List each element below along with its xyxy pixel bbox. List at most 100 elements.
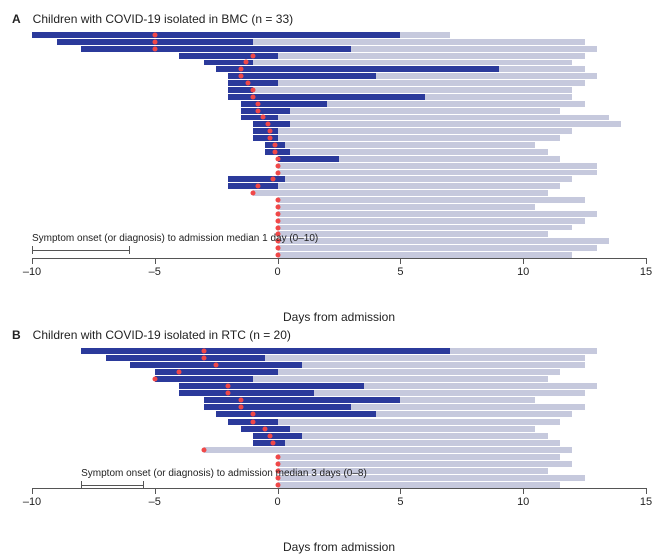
bar-row bbox=[32, 156, 646, 162]
bar-dark bbox=[228, 183, 277, 189]
bar-light bbox=[278, 183, 560, 189]
marker-dot bbox=[255, 108, 260, 113]
marker-dot bbox=[251, 419, 256, 424]
bar-light bbox=[351, 46, 597, 52]
bar-light bbox=[278, 461, 573, 467]
bar-light bbox=[253, 190, 548, 196]
marker-dot bbox=[201, 447, 206, 452]
bar-light bbox=[400, 32, 449, 38]
bar-dark bbox=[106, 355, 266, 361]
bar-row bbox=[32, 426, 646, 432]
bar-light bbox=[290, 121, 622, 127]
bar-dark bbox=[32, 32, 400, 38]
marker-dot bbox=[201, 349, 206, 354]
tick-label: –10 bbox=[23, 496, 41, 508]
note-B: Symptom onset (or diagnosis) to admissio… bbox=[81, 468, 277, 489]
bar-light bbox=[364, 383, 597, 389]
bar-row bbox=[32, 211, 646, 217]
marker-dot bbox=[263, 426, 268, 431]
bar-light bbox=[253, 376, 548, 382]
bar-dark bbox=[253, 128, 278, 134]
bar-light bbox=[278, 454, 560, 460]
bar-light bbox=[302, 433, 548, 439]
bar-row bbox=[32, 121, 646, 127]
bar-row bbox=[32, 108, 646, 114]
marker-dot bbox=[152, 46, 157, 51]
bar-light bbox=[253, 39, 585, 45]
marker-dot bbox=[214, 363, 219, 368]
bar-light bbox=[290, 149, 548, 155]
marker-dot bbox=[238, 405, 243, 410]
bar-light bbox=[278, 419, 560, 425]
tick-label: 5 bbox=[397, 496, 403, 508]
bar-row bbox=[32, 383, 646, 389]
bar-row bbox=[32, 149, 646, 155]
bar-light bbox=[450, 348, 597, 354]
x-axis-A: –10–5051015 bbox=[32, 258, 646, 288]
marker-dot bbox=[251, 87, 256, 92]
bar-dark bbox=[179, 390, 314, 396]
bar-light bbox=[285, 142, 536, 148]
marker-dot bbox=[273, 149, 278, 154]
bar-row bbox=[32, 115, 646, 121]
bar-row bbox=[32, 447, 646, 453]
tick-label: 0 bbox=[275, 496, 281, 508]
bar-dark bbox=[179, 53, 277, 59]
bar-row bbox=[32, 46, 646, 52]
marker-dot bbox=[238, 398, 243, 403]
marker-dot bbox=[152, 39, 157, 44]
bar-row bbox=[32, 390, 646, 396]
bar-light bbox=[278, 245, 597, 251]
marker-dot bbox=[275, 204, 280, 209]
bar-dark bbox=[228, 87, 253, 93]
bar-row bbox=[32, 369, 646, 375]
marker-dot bbox=[152, 377, 157, 382]
bar-dark bbox=[241, 108, 290, 114]
bar-row bbox=[32, 454, 646, 460]
bar-row bbox=[32, 355, 646, 361]
bar-dark bbox=[253, 433, 302, 439]
axis-title-B: Days from admission bbox=[32, 540, 646, 554]
bar-row bbox=[32, 163, 646, 169]
bar-dark bbox=[204, 404, 351, 410]
bar-dark bbox=[81, 46, 351, 52]
bar-light bbox=[204, 447, 572, 453]
bar-row bbox=[32, 53, 646, 59]
bar-light bbox=[425, 94, 572, 100]
marker-dot bbox=[238, 74, 243, 79]
bar-row bbox=[32, 60, 646, 66]
marker-dot bbox=[268, 433, 273, 438]
marker-dot bbox=[251, 191, 256, 196]
bar-row bbox=[32, 218, 646, 224]
marker-dot bbox=[275, 454, 280, 459]
bar-light bbox=[278, 231, 548, 237]
bar-light bbox=[499, 66, 585, 72]
tick-label: 10 bbox=[517, 496, 529, 508]
bar-light bbox=[339, 156, 560, 162]
panel-title-B: BChildren with COVID-19 isolated in RTC … bbox=[12, 328, 646, 342]
bar-light bbox=[327, 101, 585, 107]
bar-light bbox=[278, 170, 597, 176]
marker-dot bbox=[270, 177, 275, 182]
bar-light bbox=[302, 362, 584, 368]
marker-dot bbox=[268, 136, 273, 141]
bar-row bbox=[32, 197, 646, 203]
marker-dot bbox=[275, 198, 280, 203]
bar-row bbox=[32, 66, 646, 72]
bar-dark bbox=[81, 348, 449, 354]
marker-dot bbox=[251, 94, 256, 99]
bar-row bbox=[32, 176, 646, 182]
note-A: Symptom onset (or diagnosis) to admissio… bbox=[32, 233, 278, 254]
bar-light bbox=[278, 204, 536, 210]
bar-dark bbox=[228, 176, 284, 182]
bar-light bbox=[285, 440, 560, 446]
tick-label: –10 bbox=[23, 266, 41, 278]
marker-dot bbox=[265, 122, 270, 127]
bar-light bbox=[278, 238, 610, 244]
bar-row bbox=[32, 419, 646, 425]
marker-dot bbox=[273, 142, 278, 147]
marker-dot bbox=[255, 101, 260, 106]
bar-row bbox=[32, 80, 646, 86]
bar-dark bbox=[155, 376, 253, 382]
tick-label: 15 bbox=[640, 496, 652, 508]
